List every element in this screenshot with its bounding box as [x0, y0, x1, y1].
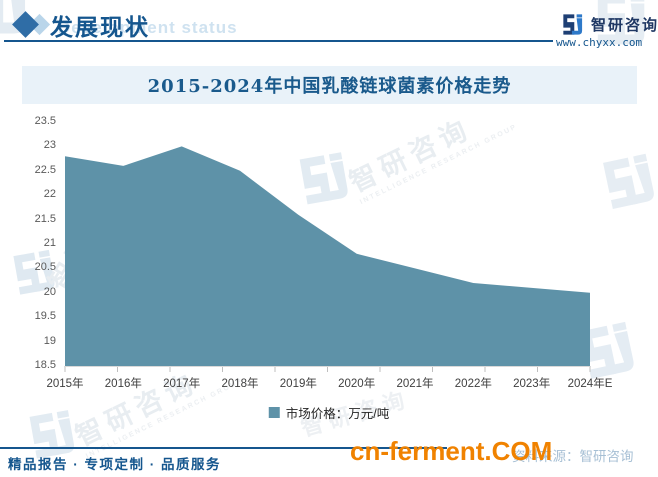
header-divider-line [4, 40, 553, 42]
x-axis-label: 2017年 [163, 378, 201, 390]
header-diamond-icon [12, 11, 39, 38]
x-axis-label: 2015年 [46, 378, 84, 390]
footer-slogan: 精品报告 · 专项定制 · 品质服务 [8, 457, 221, 472]
y-axis-label: 21.5 [34, 212, 56, 225]
y-axis-label: 20.5 [34, 261, 56, 274]
x-axis-label: 2018年 [221, 378, 259, 390]
legend-swatch [268, 407, 280, 418]
y-axis-label: 22.5 [34, 163, 56, 176]
y-axis-label: 23.5 [34, 115, 56, 127]
brand-watermark: 智研咨询 INTELLIGENCE RESEARCH GROUP [298, 113, 536, 206]
data-source-ghost-text: 资料来源：智研咨询 [512, 449, 634, 464]
y-axis-label: 22 [43, 188, 56, 201]
y-axis-label: 19 [43, 334, 56, 347]
market-price-area-series [65, 146, 590, 366]
zhiyan-watermark-glyph [603, 153, 654, 209]
legend-label: 市场价格：万元/吨 [285, 407, 390, 421]
logo-website-url[interactable]: www.chyxx.com [556, 36, 643, 49]
y-axis-label: 23 [43, 139, 56, 152]
section-title: 发展现状 [50, 14, 150, 40]
brand-watermark [580, 320, 640, 380]
chart-title-band: 2015-2024年中国乳酸链球菌素价格走势 [22, 66, 637, 104]
site-watermark: cn-ferment.COM [350, 436, 553, 466]
y-axis-label: 19.5 [34, 310, 56, 323]
y-axis-label: 20 [43, 285, 56, 298]
x-axis-label: 2023年 [513, 378, 551, 390]
y-axis-label: 18.5 [34, 359, 56, 371]
zhiyan-watermark-glyph [299, 152, 348, 205]
section-title-english-ghost: Development status [58, 18, 238, 37]
watermark-text: 智研咨询 [43, 168, 139, 297]
x-axis-label: 2024年E [567, 378, 613, 390]
footer-divider-line [0, 447, 447, 449]
logo-company-name: 智研咨询 [591, 17, 658, 34]
chart-title: 2015-2024年中国乳酸链球菌素价格走势 [147, 76, 512, 97]
brand-watermark [602, 152, 658, 210]
zhiyan-logo: 智研咨询 [561, 12, 658, 37]
watermark-text: 智研咨询 INTELLIGENCE RESEARCH GROUP [70, 367, 245, 460]
y-axis-label: 21 [43, 237, 56, 249]
x-axis-label: 2020年 [338, 378, 376, 390]
x-axis-label: 2022年 [454, 378, 492, 390]
zhiyan-logo-icon [563, 14, 583, 35]
chart-legend: 市场价格：万元/吨 [268, 403, 390, 422]
watermark-text: 智研咨询 INTELLIGENCE RESEARCH GROUP [344, 113, 519, 206]
x-axis-label: 2016年 [104, 378, 142, 390]
x-axis-label: 2021年 [396, 378, 434, 390]
x-axis-label: 2019年 [279, 378, 317, 390]
